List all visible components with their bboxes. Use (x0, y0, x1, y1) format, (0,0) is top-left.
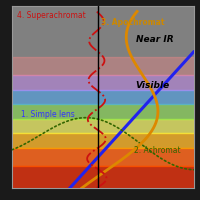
Text: Visible: Visible (136, 81, 170, 90)
Text: 4. Superachromat: 4. Superachromat (17, 11, 86, 20)
Bar (12, 148, 194, 166)
Bar (12, 166, 194, 188)
Text: Near IR: Near IR (136, 35, 173, 44)
Bar (12, 57, 194, 75)
Text: 3. Apochromat: 3. Apochromat (101, 18, 165, 27)
Bar (12, 75, 194, 90)
Bar (12, 133, 194, 148)
Bar (12, 90, 194, 104)
Text: 1. Simple lens: 1. Simple lens (21, 110, 75, 119)
Bar (12, 104, 194, 119)
Text: 2. Achromat: 2. Achromat (134, 146, 181, 155)
Bar (12, 119, 194, 133)
